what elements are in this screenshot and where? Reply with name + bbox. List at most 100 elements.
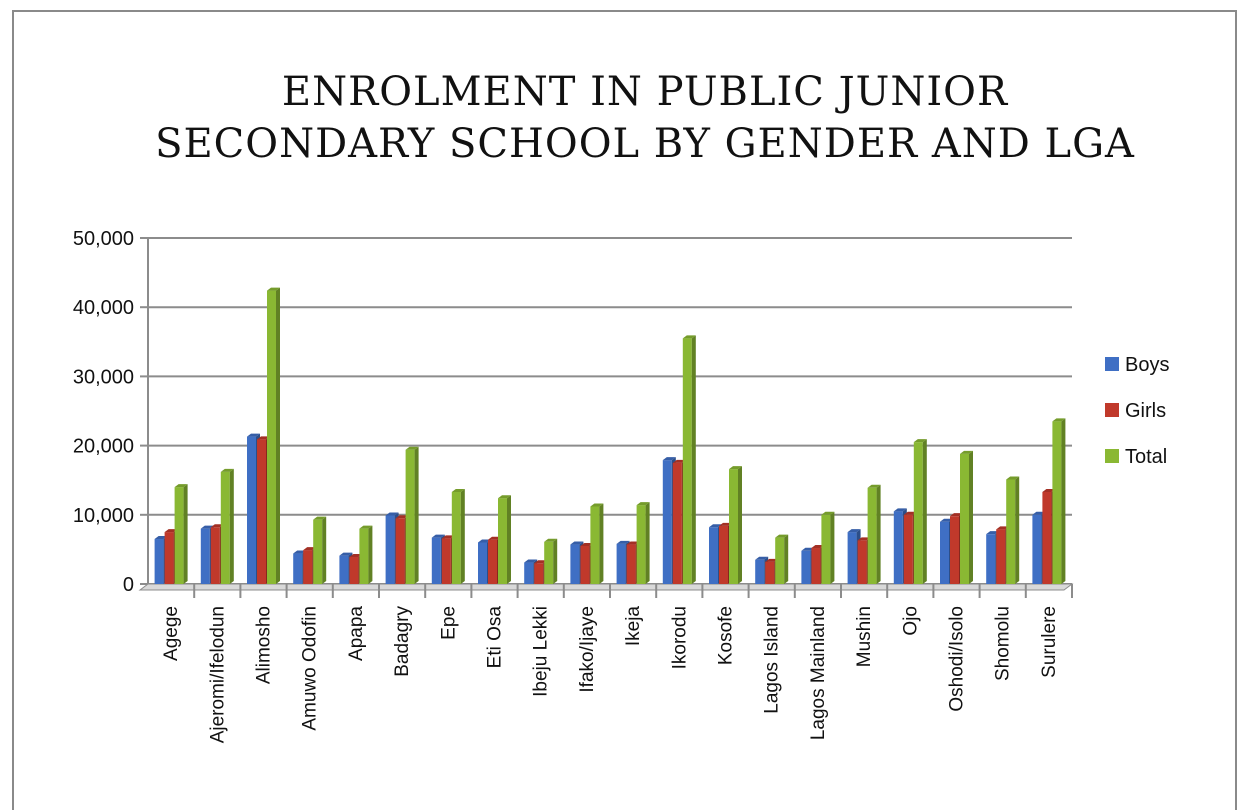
- bar-top: [359, 525, 373, 529]
- bar-girls: [950, 516, 959, 584]
- bar-girls: [719, 525, 728, 584]
- bar-top: [210, 524, 224, 528]
- bar-side: [229, 468, 234, 584]
- bar-top: [847, 529, 861, 533]
- x-category-label: Amuwo Odofin: [300, 606, 321, 731]
- x-category-label: Apapa: [346, 606, 367, 661]
- x-category-label: Shomolu: [993, 606, 1014, 681]
- x-category-label: Eti Osa: [485, 606, 506, 669]
- bar-top: [349, 554, 363, 558]
- bar-total: [729, 469, 738, 584]
- bar-total: [867, 487, 877, 584]
- x-category-label: Kosofe: [716, 606, 737, 665]
- bar-girls: [580, 545, 590, 584]
- bar-top: [940, 518, 953, 522]
- bar-side: [368, 525, 373, 584]
- bar-side: [553, 538, 558, 584]
- bar-top: [765, 558, 779, 562]
- bar-top: [395, 515, 409, 519]
- bar-girls: [395, 518, 405, 584]
- bar-girls: [857, 540, 867, 584]
- x-category-label: Agege: [161, 606, 182, 661]
- bar-boys: [801, 550, 811, 584]
- bar-girls: [903, 514, 913, 584]
- bar-top: [174, 484, 188, 488]
- bar-top: [719, 522, 732, 526]
- bar-top: [755, 556, 769, 560]
- bar-boys: [709, 527, 718, 584]
- legend-swatch-total: [1105, 449, 1119, 463]
- x-category-label: Mushin: [854, 606, 875, 667]
- bar-boys: [385, 515, 395, 584]
- bar-side: [414, 446, 419, 584]
- bar-girls: [210, 527, 220, 584]
- bar-boys: [431, 537, 441, 584]
- bar-boys: [293, 553, 303, 584]
- bar-total: [359, 528, 369, 584]
- bar-side: [645, 502, 650, 584]
- x-category-label: Ibeju Lekki: [531, 606, 552, 697]
- bar-top: [303, 547, 317, 551]
- bar-top: [534, 560, 548, 564]
- bar-top: [431, 534, 445, 538]
- bar-top: [1006, 476, 1020, 480]
- bar-top: [524, 559, 538, 563]
- bar-top: [903, 511, 917, 515]
- bar-top: [682, 335, 696, 339]
- x-category-label: Ikeja: [623, 606, 644, 647]
- bar-side: [276, 287, 280, 584]
- bar-top: [811, 545, 825, 549]
- x-category-label: Ikorodu: [669, 606, 690, 669]
- bar-total: [405, 449, 415, 584]
- bar-side: [830, 511, 835, 584]
- bar-total: [1052, 421, 1062, 584]
- legend-label-total: Total: [1125, 446, 1167, 468]
- y-tick-label: 30,000: [73, 366, 134, 388]
- bar-girls: [164, 532, 174, 584]
- x-category-label: Surulere: [1039, 606, 1060, 678]
- bar-side: [784, 534, 789, 584]
- bar-girls: [672, 462, 682, 584]
- bar-top: [729, 466, 742, 470]
- bar-girls: [488, 539, 497, 584]
- bar-girls: [765, 561, 775, 584]
- legend-swatch-girls: [1105, 403, 1119, 417]
- bar-top: [709, 524, 722, 528]
- bar-side: [1061, 418, 1066, 584]
- bar-boys: [478, 542, 487, 584]
- bar-boys: [893, 511, 903, 584]
- bar-top: [498, 495, 511, 499]
- bar-side: [738, 466, 742, 584]
- bar-top: [590, 503, 604, 507]
- bar-top: [257, 436, 270, 440]
- bar-side: [876, 484, 881, 584]
- bar-top: [293, 550, 307, 554]
- bar-boys: [847, 532, 857, 584]
- x-category-label: Lagos Mainland: [808, 606, 829, 740]
- bar-girls: [349, 557, 359, 584]
- chart-frame: [12, 10, 1237, 810]
- bar-side: [322, 516, 327, 584]
- x-category-label: Ajeromi/Ifelodun: [207, 606, 228, 743]
- bar-side: [460, 488, 465, 584]
- bar-top: [893, 508, 907, 512]
- bar-top: [636, 502, 650, 506]
- y-tick-label: 40,000: [73, 297, 134, 319]
- bar-top: [313, 516, 327, 520]
- bar-top: [570, 541, 584, 545]
- bar-girls: [996, 529, 1006, 584]
- bar-boys: [570, 544, 580, 584]
- bar-total: [821, 514, 831, 584]
- x-category-label: Lagos Island: [762, 606, 783, 714]
- bar-top: [616, 540, 630, 544]
- bar-top: [821, 511, 835, 515]
- bar-girls: [441, 538, 451, 584]
- bar-girls: [1042, 491, 1052, 584]
- bar-side: [599, 503, 604, 584]
- bar-top: [996, 526, 1010, 530]
- bar-top: [801, 547, 815, 551]
- bar-top: [950, 513, 963, 517]
- bar-boys: [524, 562, 534, 584]
- bar-girls: [257, 439, 266, 584]
- bar-top: [913, 439, 927, 443]
